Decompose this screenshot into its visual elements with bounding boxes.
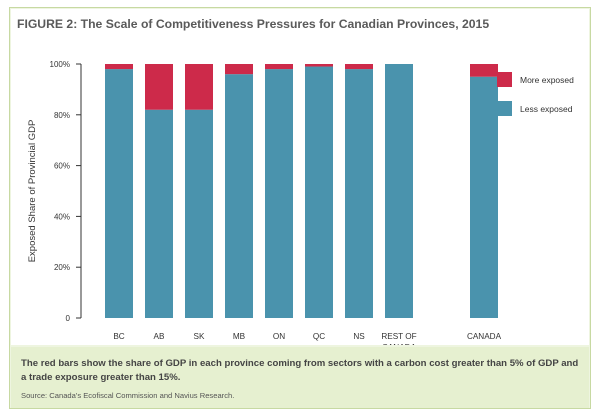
y-tick-label: 60% (54, 162, 70, 171)
bar-more-exposed (265, 64, 293, 70)
x-tick-label: AB (154, 332, 165, 341)
chart-title: FIGURE 2: The Scale of Competitiveness P… (17, 17, 490, 31)
y-tick-label: 20% (54, 263, 70, 272)
legend-label: Less exposed (520, 104, 573, 114)
y-tick-label: 80% (54, 111, 70, 120)
y-tick-label: 40% (54, 212, 70, 221)
legend-swatch (497, 72, 512, 87)
bar-less-exposed (305, 66, 333, 318)
y-tick-label: 0 (66, 314, 71, 323)
bar-less-exposed (385, 64, 413, 318)
legend-swatch (497, 101, 512, 116)
x-tick-label: ON (273, 332, 285, 341)
bar-more-exposed (145, 64, 173, 110)
bar-more-exposed (185, 64, 213, 110)
x-tick-label: CANADA (382, 343, 417, 345)
x-tick-label: CANADA (467, 332, 502, 341)
bar-less-exposed (345, 69, 373, 318)
footer-note: The red bars show the share of GDP in ea… (11, 347, 589, 408)
y-axis-title: Exposed Share of Provincial GDP (27, 120, 38, 263)
caption-text: The red bars show the share of GDP in ea… (21, 358, 579, 383)
bar-more-exposed (470, 64, 498, 77)
bar-more-exposed (105, 64, 133, 70)
x-tick-label: NS (353, 332, 365, 341)
chart-svg: 0 20% 40% 60% 80% 100% Exposed Share of Provin… (27, 60, 574, 345)
bar-more-exposed (305, 64, 333, 67)
x-tick-label: QC (313, 332, 325, 341)
figure-panel: FIGURE 2: The Scale of Competitiveness P… (9, 7, 591, 409)
source-text: Source: Canada's Ecofiscal Commission an… (21, 391, 235, 400)
bar-less-exposed (105, 69, 133, 318)
legend-label: More exposed (520, 75, 574, 85)
bar-less-exposed (145, 109, 173, 318)
x-tick-label: MB (233, 332, 246, 341)
x-tick-label: BC (113, 332, 124, 341)
bar-less-exposed (265, 69, 293, 318)
bar-less-exposed (185, 109, 213, 318)
x-tick-label: SK (194, 332, 205, 341)
x-tick-label: REST OF (381, 332, 416, 341)
bar-more-exposed (225, 64, 253, 75)
bar-more-exposed (345, 64, 373, 70)
bar-less-exposed (470, 76, 498, 318)
bar-less-exposed (225, 74, 253, 318)
plot-area: FIGURE 2: The Scale of Competitiveness P… (11, 9, 589, 345)
y-tick-label: 100% (50, 60, 70, 69)
